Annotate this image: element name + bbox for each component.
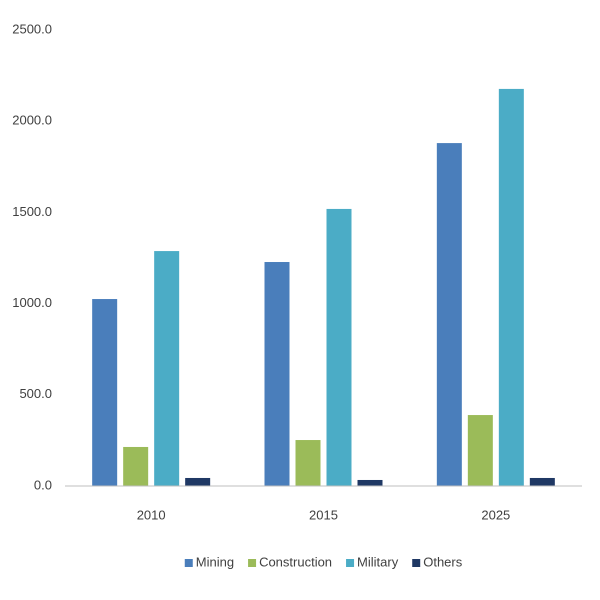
legend-swatch — [412, 559, 421, 567]
bar — [529, 477, 555, 486]
legend-label: Military — [357, 554, 399, 569]
legend-swatch — [248, 559, 257, 567]
bar — [436, 143, 462, 486]
y-tick-label: 1000.0 — [12, 295, 52, 310]
bar — [295, 440, 321, 486]
legend-label: Mining — [196, 554, 234, 569]
x-tick-label: 2025 — [481, 507, 510, 522]
x-tick-label: 2015 — [309, 507, 338, 522]
legend-label: Others — [423, 554, 463, 569]
bar — [264, 262, 290, 486]
bar — [498, 88, 524, 487]
bar — [467, 415, 493, 486]
y-tick-label: 500.0 — [19, 386, 52, 401]
bar — [154, 251, 180, 486]
bar — [326, 208, 352, 487]
y-tick-label: 2000.0 — [12, 113, 52, 128]
bar — [357, 479, 383, 486]
x-tick-label: 2010 — [137, 507, 166, 522]
y-tick-label: 1500.0 — [12, 204, 52, 219]
y-tick-label: 0.0 — [34, 477, 52, 492]
bar — [123, 446, 149, 486]
legend-swatch — [346, 559, 355, 567]
legend-label: Construction — [259, 554, 332, 569]
y-tick-label: 2500.0 — [12, 21, 52, 36]
bar — [185, 477, 211, 486]
legend-swatch — [184, 559, 193, 567]
bar — [92, 299, 118, 486]
